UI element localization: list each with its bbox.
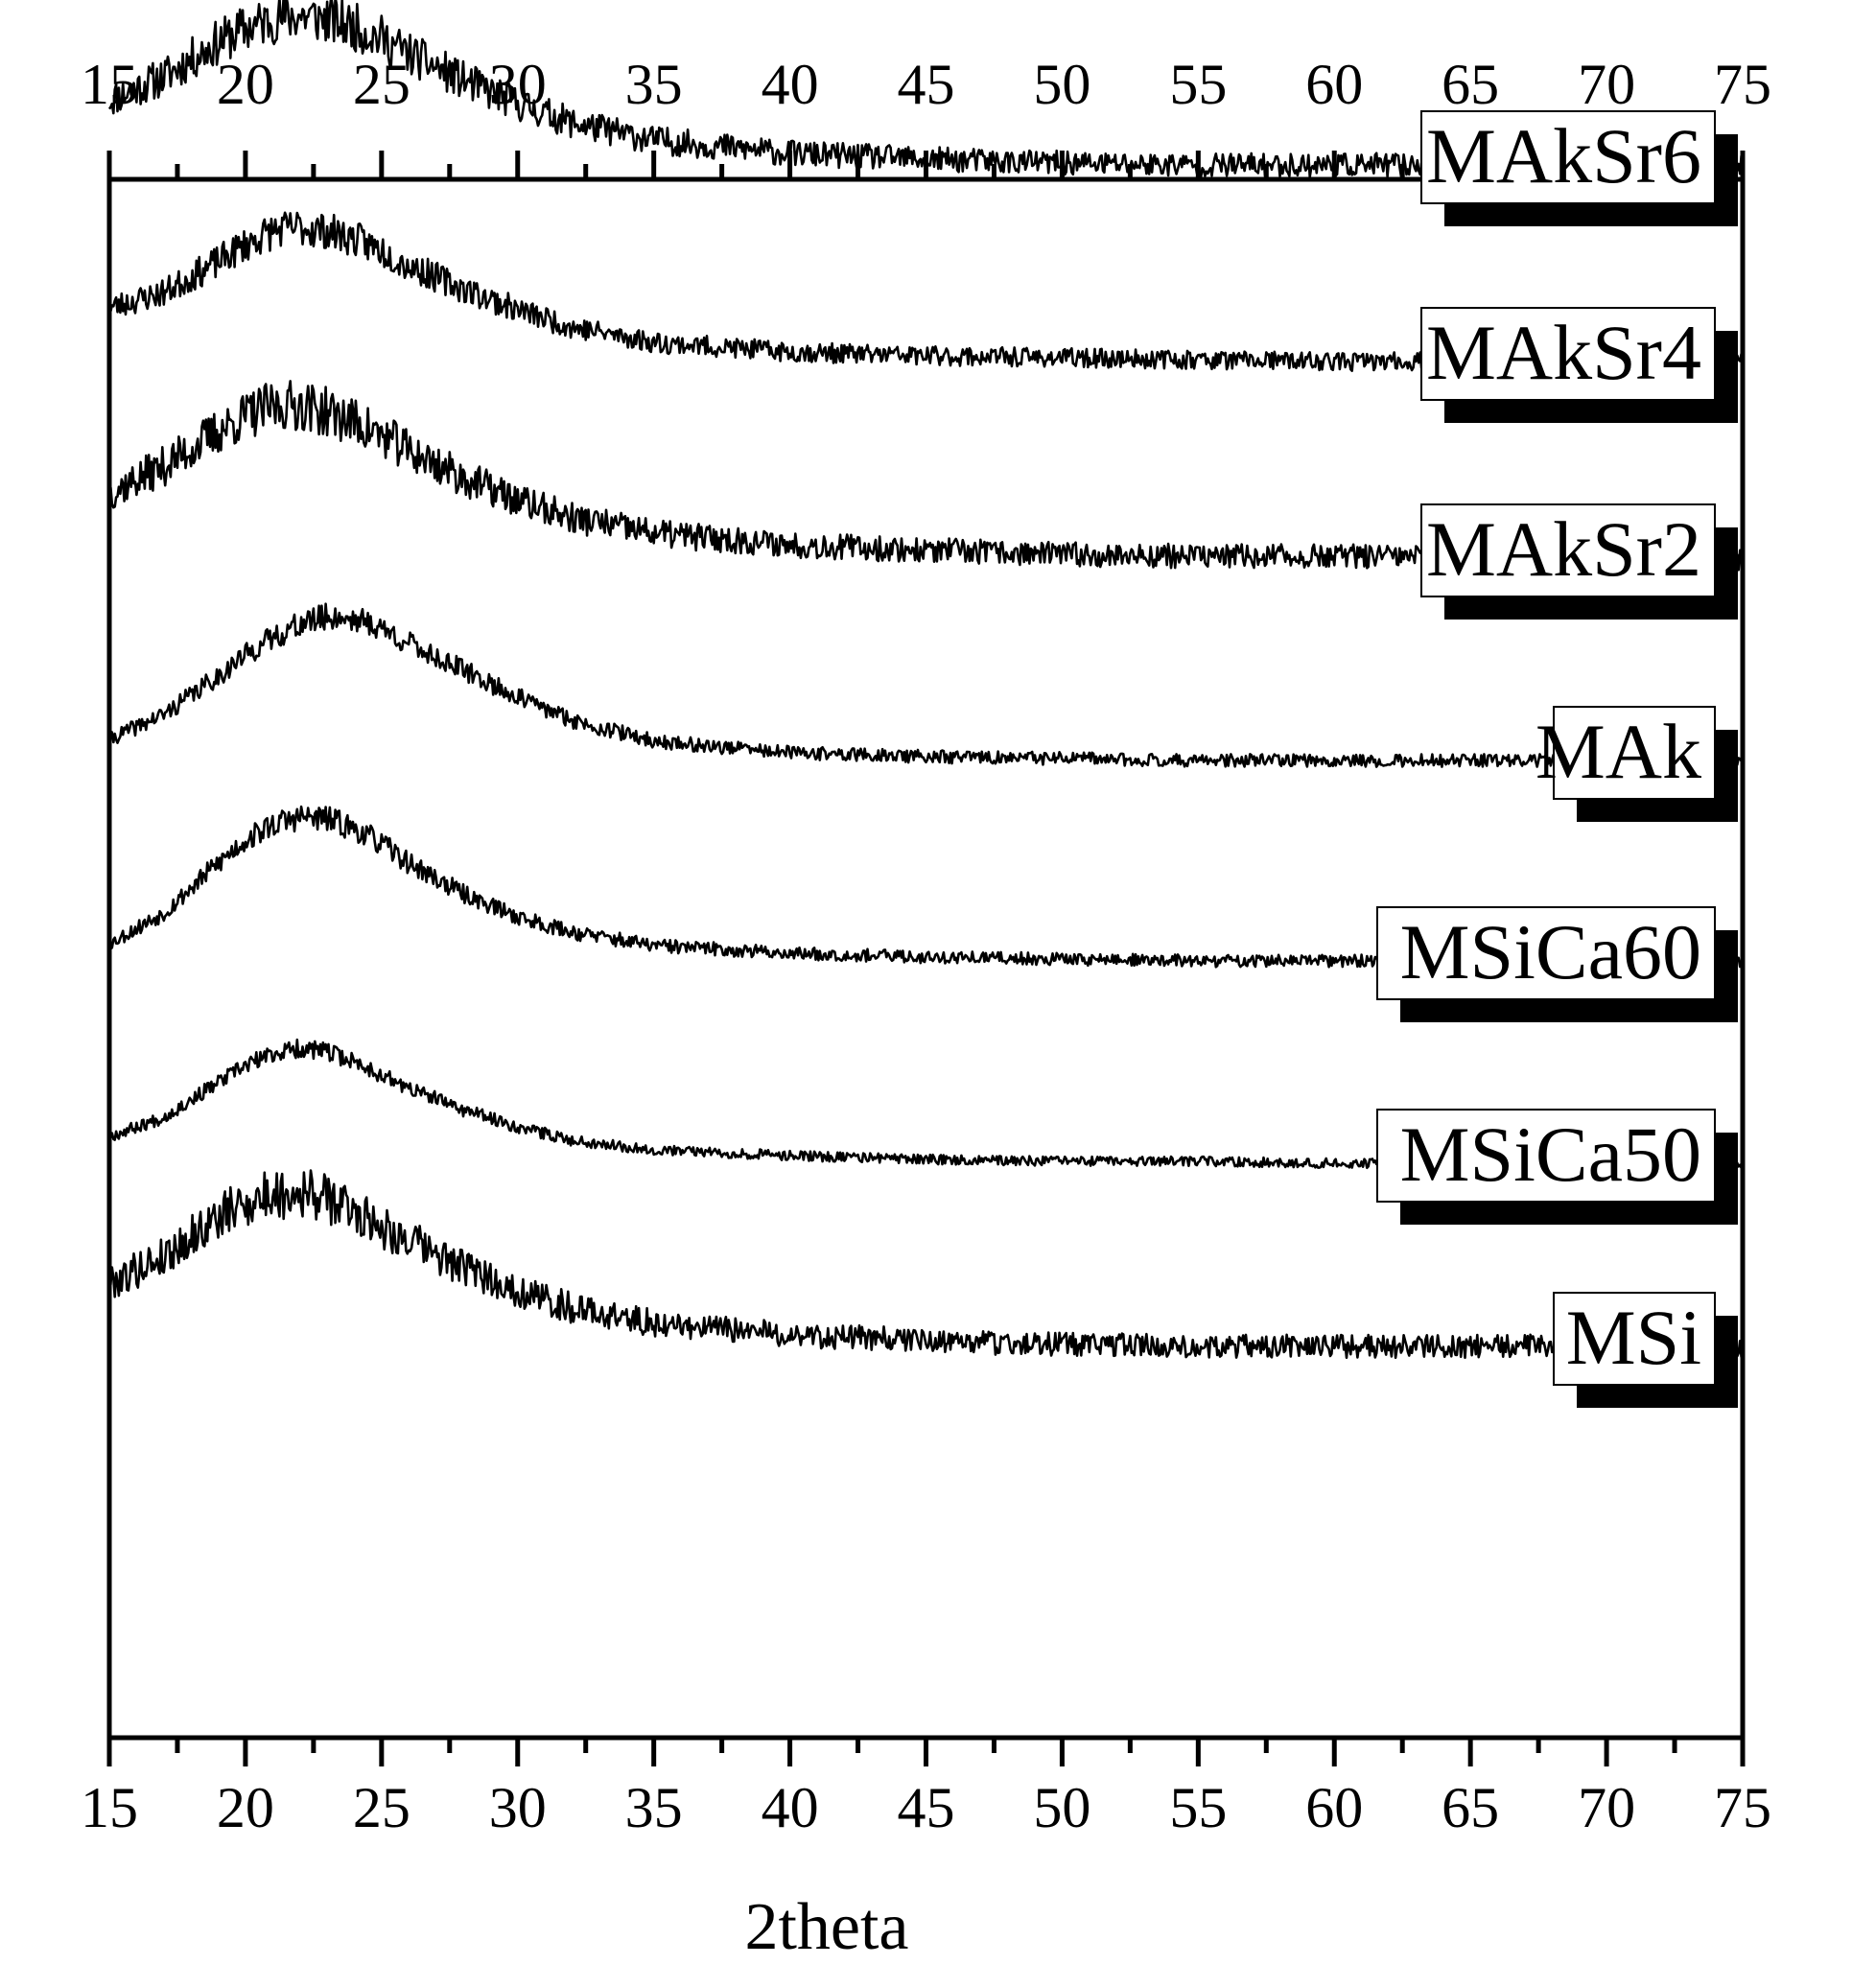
x-tick-label-bottom: 70 — [1578, 1776, 1635, 1839]
x-tick-label-top: 45 — [898, 53, 955, 116]
x-tick-label-bottom: 25 — [353, 1776, 410, 1839]
x-tick-label-bottom: 45 — [898, 1776, 955, 1839]
series-label-maksr6: MAkSr6 — [1426, 112, 1701, 199]
series-label-msica50: MSiCa50 — [1400, 1111, 1701, 1198]
x-tick-label-top: 60 — [1305, 53, 1363, 116]
x-tick-label-bottom: 40 — [762, 1776, 819, 1839]
x-tick-label-bottom: 75 — [1714, 1776, 1771, 1839]
series-label-msica60: MSiCa60 — [1400, 908, 1701, 995]
x-tick-label-top: 15 — [81, 53, 138, 116]
x-tick-label-top: 55 — [1169, 53, 1227, 116]
x-tick-label-top: 35 — [625, 53, 683, 116]
label-box — [1376, 906, 1716, 1000]
series-label-maksr2: MAkSr2 — [1426, 505, 1701, 593]
label-box — [1420, 110, 1716, 204]
x-tick-label-top: 20 — [217, 53, 274, 116]
x-tick-label-bottom: 30 — [489, 1776, 547, 1839]
x-tick-label-top: 40 — [762, 53, 819, 116]
x-tick-label-top: 75 — [1714, 53, 1771, 116]
x-tick-label-top: 25 — [353, 53, 410, 116]
x-tick-label-bottom: 65 — [1442, 1776, 1499, 1839]
x-tick-label-bottom: 20 — [217, 1776, 274, 1839]
x-tick-label-bottom: 50 — [1033, 1776, 1090, 1839]
x-axis-tick-labels: 1515202025253030353540404545505055556060… — [81, 53, 1771, 1839]
x-tick-label-top: 65 — [1442, 53, 1499, 116]
x-tick-label-bottom: 15 — [81, 1776, 138, 1839]
label-box — [1553, 706, 1716, 800]
x-axis-title: 2theta — [744, 1890, 908, 1964]
label-box — [1376, 1109, 1716, 1203]
x-tick-label-top: 70 — [1578, 53, 1635, 116]
x-tick-label-top: 50 — [1033, 53, 1090, 116]
series-label-mak: MAk — [1536, 708, 1701, 795]
series-line-msi — [107, 1169, 1745, 1360]
series-line-mak — [107, 602, 1744, 768]
series-labels: MAkSr6 MAkSr4 MAkSr2 MAk MSiCa60 MSiCa50 MSi — [1376, 110, 1738, 1408]
x-tick-label-bottom: 60 — [1305, 1776, 1363, 1839]
series-label-msi: MSi — [1566, 1294, 1701, 1381]
series-lines — [107, 0, 1745, 1360]
series-label-maksr4: MAkSr4 — [1426, 309, 1701, 396]
label-box — [1420, 503, 1716, 597]
x-tick-label-bottom: 55 — [1169, 1776, 1227, 1839]
label-box — [1553, 1292, 1716, 1386]
x-axis-ticks — [106, 151, 1746, 1766]
label-box — [1420, 307, 1716, 401]
x-tick-label-bottom: 35 — [625, 1776, 683, 1839]
